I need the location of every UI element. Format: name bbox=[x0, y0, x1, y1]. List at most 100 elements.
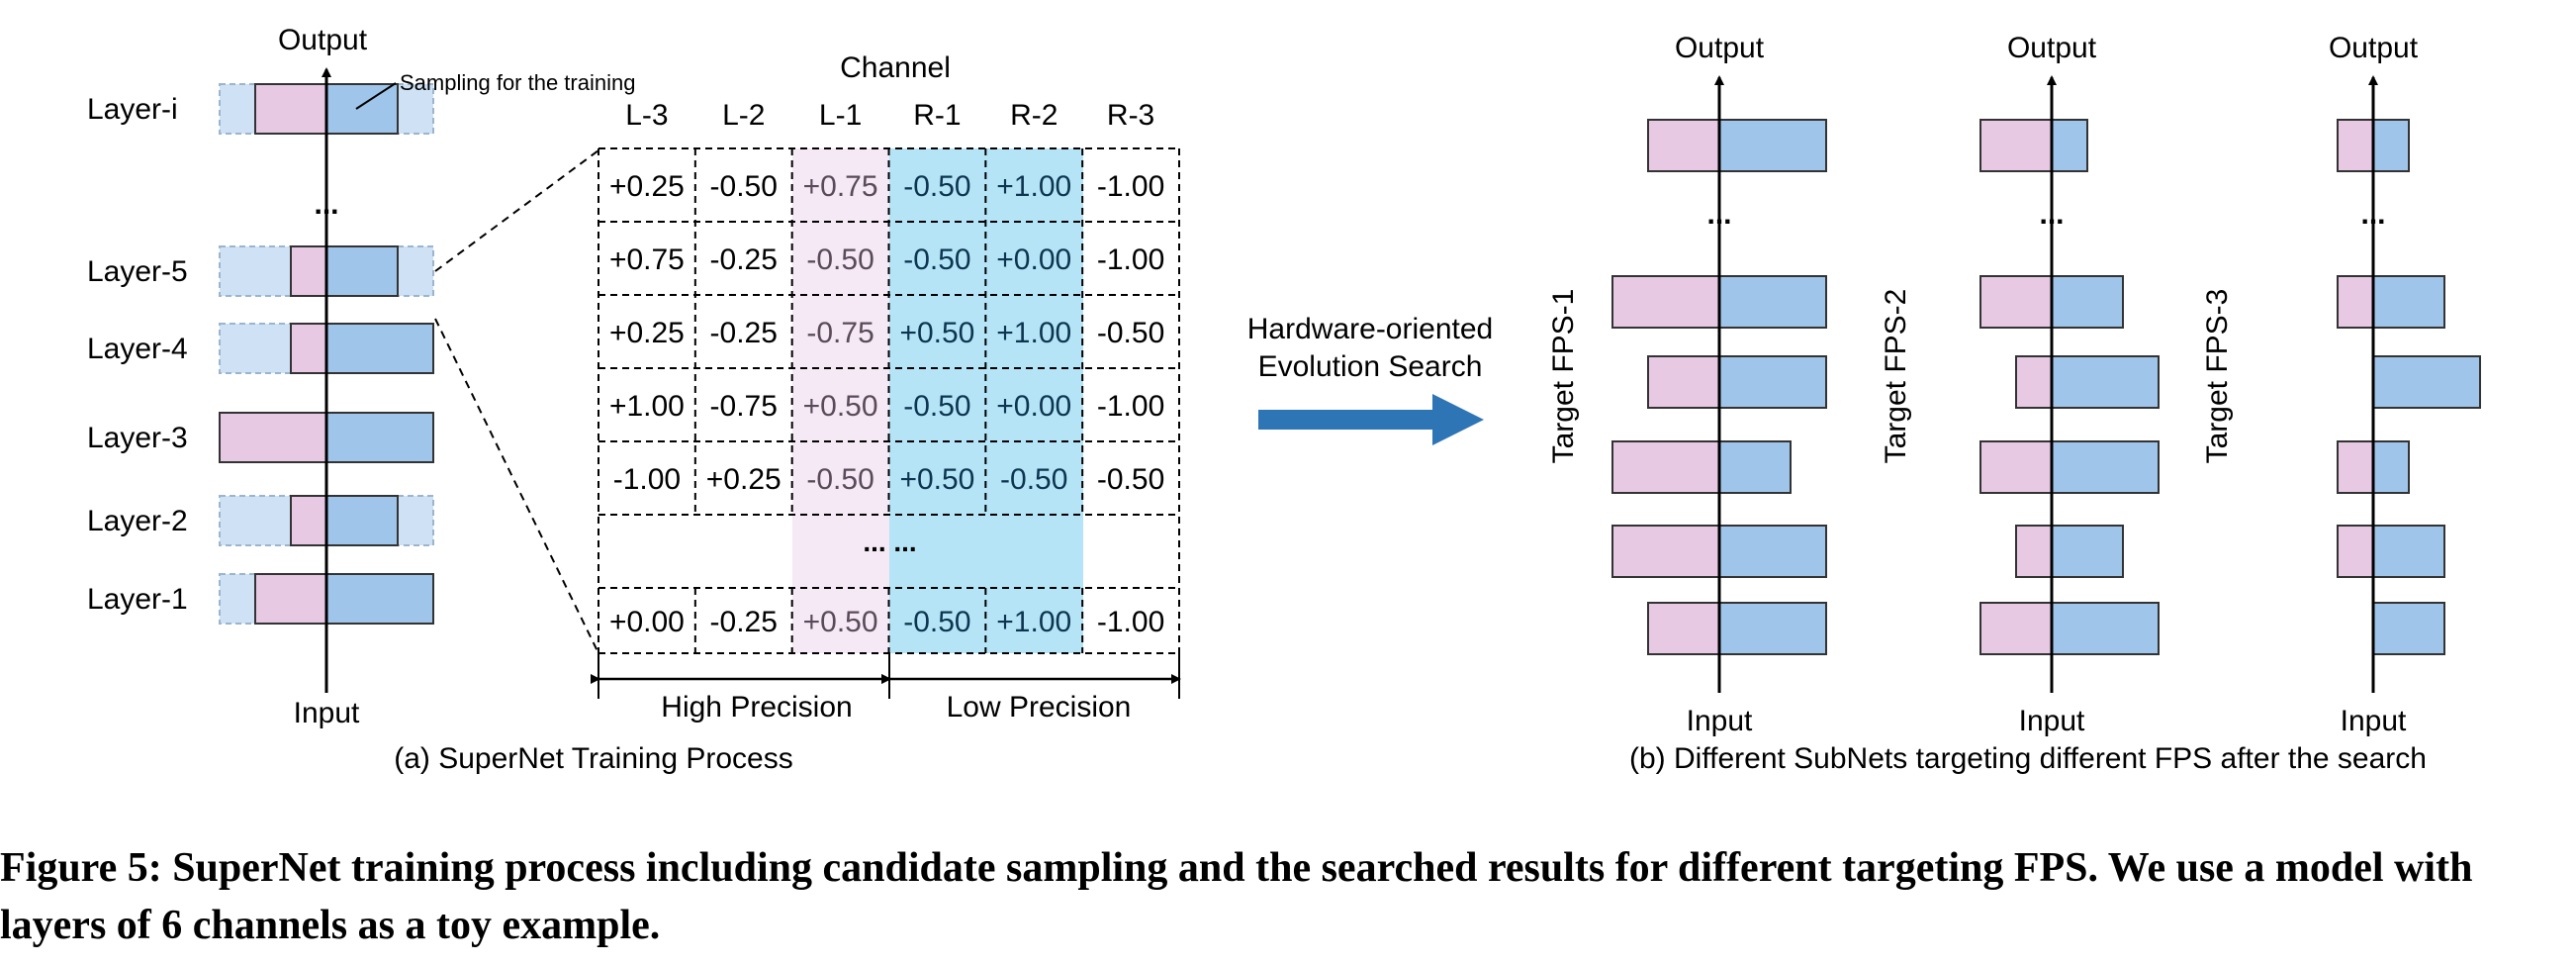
subnet-low-precision-channels bbox=[1718, 119, 1827, 172]
layer-low-precision-channels bbox=[325, 573, 434, 625]
subnet-high-precision-channels bbox=[1979, 275, 2053, 329]
subnet-high-precision-channels bbox=[2337, 275, 2374, 329]
subnet-low-precision-channels bbox=[2051, 355, 2160, 409]
subnet-high-precision-channels bbox=[1647, 119, 1720, 172]
subnet-high-precision-channels bbox=[1647, 355, 1720, 409]
table-ellipsis-right: ... bbox=[893, 527, 916, 557]
table-cell: -0.50 bbox=[1097, 463, 1164, 496]
table-cell: -0.25 bbox=[710, 243, 778, 276]
layer-label: Layer-1 bbox=[87, 583, 188, 616]
subnet-ellipsis: ... bbox=[1706, 198, 1731, 231]
search-arrow-icon bbox=[1258, 394, 1484, 445]
table-cell: -0.50 bbox=[1097, 317, 1164, 349]
table-cell: +1.00 bbox=[996, 606, 1071, 638]
table-cell: +0.50 bbox=[803, 390, 878, 423]
table-cell: -0.50 bbox=[903, 170, 970, 203]
table-cell: -0.75 bbox=[806, 317, 874, 349]
table-cell: -1.00 bbox=[1097, 606, 1164, 638]
supernet-layers: Layer-i Layer-5 Layer-4 Layer-3 Layer-2 Layer… bbox=[87, 83, 434, 625]
subnet-low-precision-channels bbox=[1718, 525, 1827, 578]
figure-5-diagram: Layer-i Layer-5 Layer-4 Layer-3 Layer-2 Layer… bbox=[87, 24, 2481, 775]
supernet-caption: (a) SuperNet Training Process bbox=[394, 742, 793, 775]
subnet-high-precision-channels bbox=[2337, 440, 2374, 494]
subnet-high-precision-channels bbox=[1611, 440, 1720, 494]
subnets-panel: Output Input... Target FPS-1 Output Input...… bbox=[1547, 32, 2481, 737]
layer-low-precision-channels bbox=[325, 83, 399, 135]
table-cell: +0.75 bbox=[803, 170, 878, 203]
subnet-low-precision-channels bbox=[2051, 119, 2088, 172]
subnet-low-precision-channels bbox=[2051, 602, 2160, 655]
layer-high-precision-channels bbox=[290, 323, 327, 374]
table-cell: -1.00 bbox=[613, 463, 681, 496]
supernet-layer: Layer-1 bbox=[87, 573, 434, 625]
subnet-low-precision-channels bbox=[2051, 525, 2124, 578]
layer-label: Layer-2 bbox=[87, 505, 188, 537]
layer-high-precision-channels bbox=[219, 412, 327, 463]
sampling-pointer-line bbox=[355, 82, 397, 110]
table-column-header: L-2 bbox=[722, 99, 765, 132]
table-cell: -0.50 bbox=[903, 390, 970, 423]
layer-high-precision-channels bbox=[290, 495, 327, 546]
table-cell: +0.50 bbox=[803, 606, 878, 638]
layer-low-precision-channels bbox=[325, 245, 399, 297]
table-cell: -0.25 bbox=[710, 606, 778, 638]
evolution-search: Hardware-oriented Evolution Search bbox=[1247, 313, 1493, 445]
table-cell: +0.50 bbox=[899, 463, 974, 496]
table-cell: +1.00 bbox=[996, 317, 1071, 349]
table-headers: L-3 L-2 L-1 R-1 R-2 R-3 bbox=[625, 99, 1154, 132]
zoom-line-top bbox=[434, 149, 599, 272]
table-cell: +1.00 bbox=[609, 390, 685, 423]
subnet-output-label: Output bbox=[1675, 32, 1765, 64]
subnet-input-label: Input bbox=[2341, 705, 2407, 737]
table-cell: +1.00 bbox=[996, 170, 1071, 203]
table-cell: -0.75 bbox=[710, 390, 778, 423]
table-cells: +0.25 -0.50 +0.75 -0.50 +1.00 -1.00 +0.75 -0.25… bbox=[609, 170, 1164, 638]
subnet-high-precision-channels bbox=[2337, 119, 2374, 172]
subnet-low-precision-channels bbox=[1718, 355, 1827, 409]
subnet-input-label: Input bbox=[1687, 705, 1753, 737]
channel-table: Channel L-3 L-2 L-1 R-1 R-2 R-3 +0.25 -0.50 +0.… bbox=[591, 51, 1181, 724]
subnet-target-label: Target FPS-1 bbox=[1547, 289, 1580, 464]
table-cell: -1.00 bbox=[1097, 390, 1164, 423]
subnet-ellipsis: ... bbox=[2039, 198, 2064, 231]
table-column-header: L-1 bbox=[819, 99, 862, 132]
low-precision-label: Low Precision bbox=[947, 691, 1132, 724]
table-cell: -1.00 bbox=[1097, 243, 1164, 276]
supernet-output-label: Output bbox=[278, 24, 368, 56]
subnet-high-precision-channels bbox=[1647, 602, 1720, 655]
subnet-high-precision-channels bbox=[1979, 119, 2053, 172]
table-column-header: L-3 bbox=[625, 99, 668, 132]
subnet-low-precision-channels bbox=[2372, 119, 2410, 172]
subnet-high-precision-channels bbox=[2015, 525, 2053, 578]
supernet-input-label: Input bbox=[294, 697, 360, 729]
subnet-low-precision-channels bbox=[1718, 440, 1792, 494]
subnet-high-precision-channels bbox=[1979, 602, 2053, 655]
table-column-header: R-1 bbox=[913, 99, 961, 132]
subnet-low-precision-channels bbox=[2372, 275, 2445, 329]
table-cell: -0.50 bbox=[710, 170, 778, 203]
subnet-target-label: Target FPS-2 bbox=[1880, 289, 1912, 464]
layer-label: Layer-4 bbox=[87, 333, 188, 365]
subnet-target-label: Target FPS-3 bbox=[2201, 289, 2234, 464]
table-column-header: R-2 bbox=[1010, 99, 1058, 132]
layer-low-precision-channels bbox=[325, 412, 434, 463]
sampling-note: Sampling for the training bbox=[400, 70, 635, 95]
subnet-ellipsis: ... bbox=[2360, 198, 2385, 231]
subnet-output-label: Output bbox=[2329, 32, 2419, 64]
table-cell: -0.50 bbox=[903, 243, 970, 276]
table-cell: -0.50 bbox=[806, 243, 874, 276]
subnet-high-precision-channels bbox=[1979, 440, 2053, 494]
supernet-layer: Layer-3 bbox=[87, 412, 434, 463]
table-cell: +0.25 bbox=[609, 317, 685, 349]
table-cell: +0.00 bbox=[996, 243, 1071, 276]
supernet-panel: Layer-i Layer-5 Layer-4 Layer-3 Layer-2 Layer… bbox=[87, 24, 793, 775]
table-cell: -0.25 bbox=[710, 317, 778, 349]
layer-label: Layer-5 bbox=[87, 255, 188, 288]
layer-low-precision-channels bbox=[325, 495, 399, 546]
subnet: Output Input... Target FPS-2 bbox=[1880, 32, 2160, 737]
layer-high-precision-channels bbox=[290, 245, 327, 297]
search-label-line1: Hardware-oriented bbox=[1247, 313, 1493, 345]
table-cell: -1.00 bbox=[1097, 170, 1164, 203]
supernet-layer: Layer-2 bbox=[87, 495, 434, 546]
search-label-line2: Evolution Search bbox=[1258, 350, 1483, 383]
